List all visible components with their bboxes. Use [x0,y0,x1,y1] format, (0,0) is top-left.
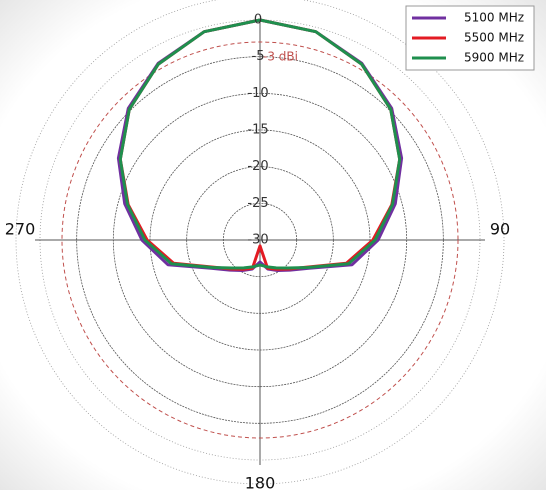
series-line [118,18,402,270]
legend-label: 5500 MHz [464,31,524,45]
radial-tick-label: -30 [247,233,268,248]
legend-label: 5100 MHz [464,11,524,25]
series-line [116,18,404,272]
radial-tick-label: -10 [247,86,268,101]
angle-tick-label: 180 [245,474,276,490]
reference-circle [61,41,459,439]
angle-tick-label: 90 [490,220,510,239]
outer-circle [15,0,505,485]
radial-tick-label: 0 [254,13,262,28]
radial-tick-label: -25 [247,196,268,211]
reference-label: -3 dBi [263,50,298,64]
angle-tick-label: 270 [5,220,36,239]
radial-tick-label: -5 [252,49,265,64]
radial-tick-label: -15 [247,123,268,138]
legend-label: 5900 MHz [464,51,524,65]
radial-tick-label: -20 [247,159,268,174]
